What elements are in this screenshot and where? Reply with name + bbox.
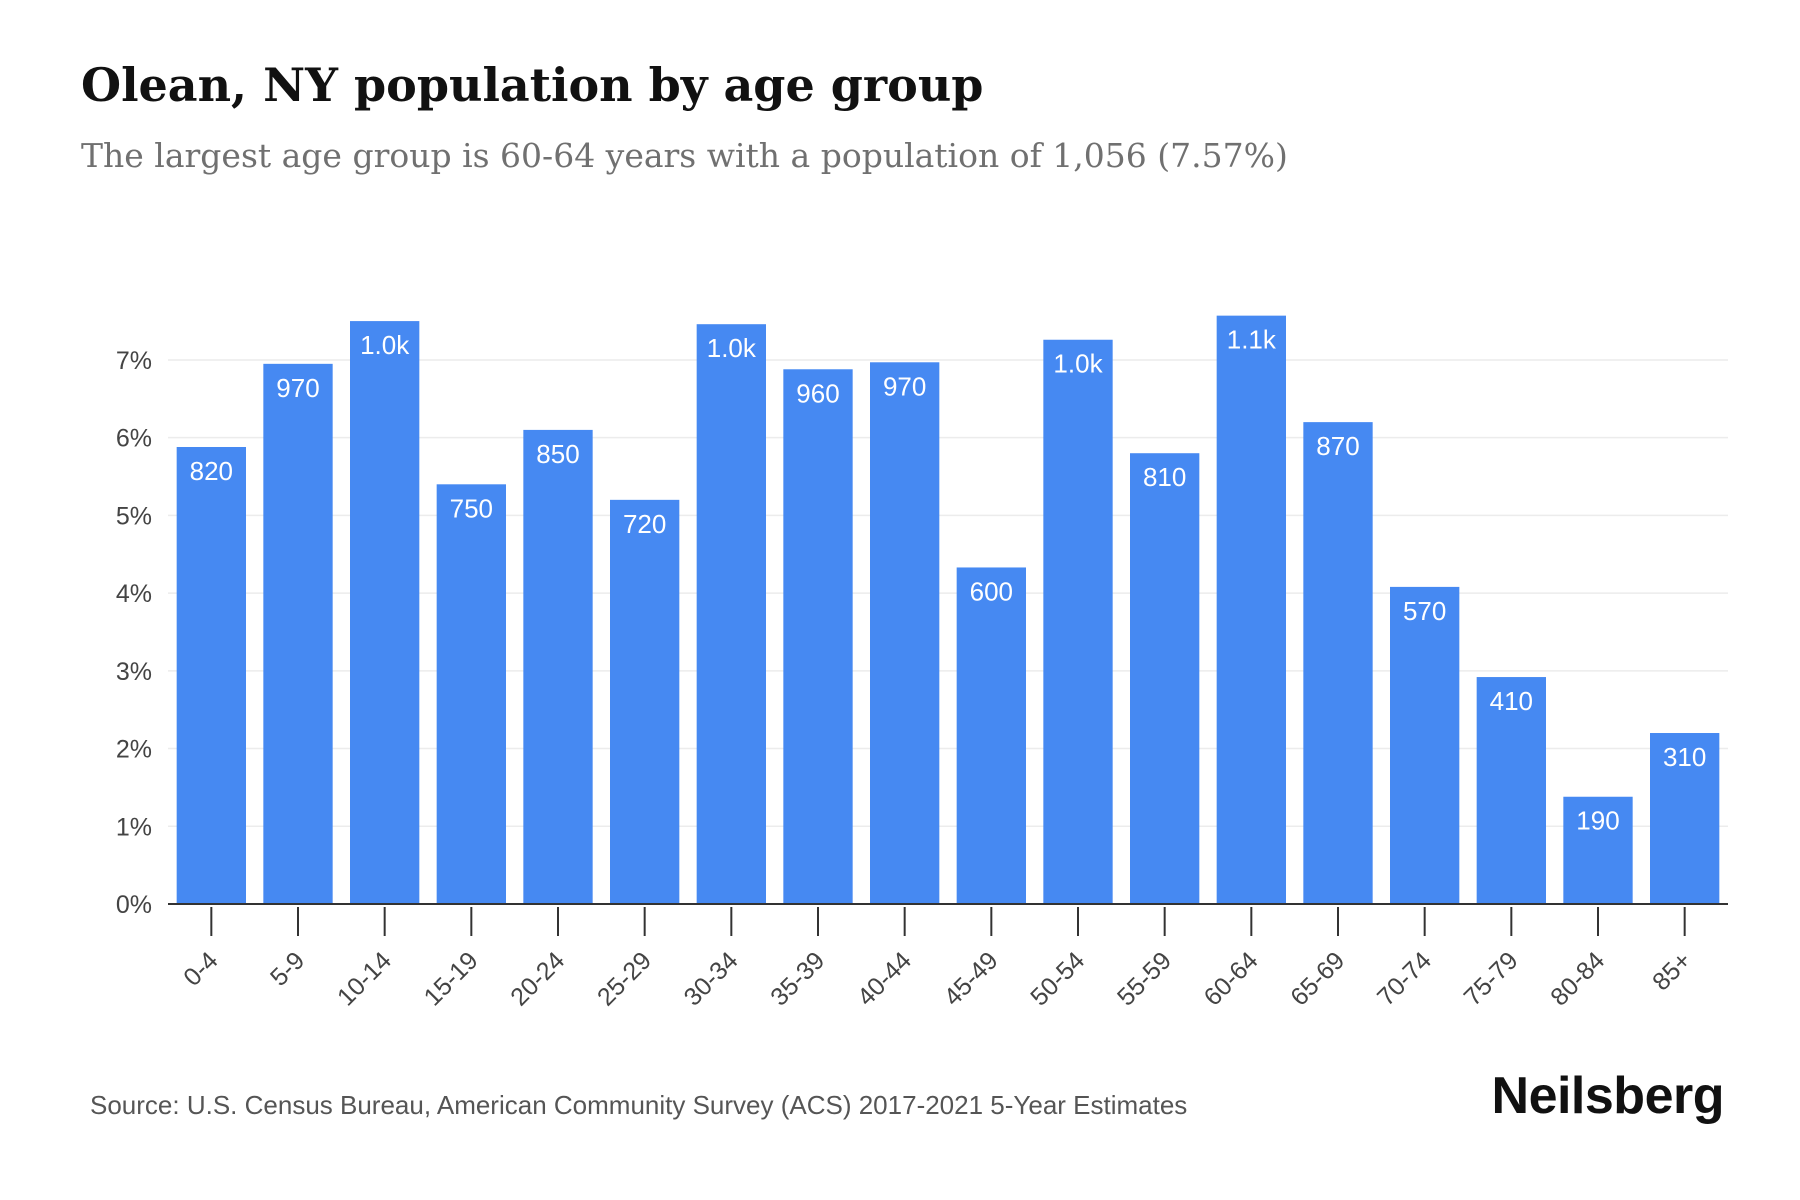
y-tick-label: 3%: [116, 658, 152, 686]
bars: [176, 315, 1720, 905]
bar-chart: 0% 1% 2% 3% 4% 5% 6% 7% 820 970 1.0k 750 850 720 1.0k…: [116, 315, 1728, 1011]
bar: [956, 567, 1026, 904]
bar-value-label: 960: [796, 378, 839, 408]
x-tick-label: 45-49: [939, 946, 1004, 1011]
x-tick-label: 20-24: [505, 946, 570, 1011]
y-tick-label: 0%: [116, 891, 152, 919]
chart-title: Olean, NY population by age group: [81, 58, 984, 112]
bar: [1390, 586, 1460, 904]
x-tick-label: 80-84: [1545, 946, 1610, 1011]
y-tick-label: 4%: [116, 580, 152, 608]
x-tick-label: 55-59: [1112, 946, 1177, 1011]
bar-value-label: 570: [1403, 596, 1446, 626]
bar-value-label: 970: [883, 371, 926, 401]
chart-subtitle: The largest age group is 60-64 years wit…: [81, 136, 1288, 175]
x-tick-label: 5-9: [265, 946, 310, 991]
bar-value-label: 720: [623, 509, 666, 539]
x-tick-label: 85+: [1647, 946, 1697, 996]
bar: [1650, 733, 1720, 904]
x-tick-label: 10-14: [332, 946, 397, 1011]
y-tick-label: 7%: [116, 347, 152, 375]
bar: [263, 363, 333, 904]
bar: [696, 324, 766, 904]
bar-value-label: 190: [1576, 806, 1619, 836]
source-note: Source: U.S. Census Bureau, American Com…: [90, 1090, 1188, 1120]
y-tick-label: 5%: [116, 502, 152, 530]
bar-value-label: 970: [276, 373, 319, 403]
bar-value-label: 1.1k: [1227, 325, 1277, 355]
bar: [1563, 796, 1633, 904]
y-tick-label: 2%: [116, 736, 152, 764]
bar-value-label: 870: [1316, 431, 1359, 461]
y-tick-label: 6%: [116, 425, 152, 453]
bar: [1303, 422, 1373, 904]
y-tick-label: 1%: [116, 813, 152, 841]
bar-value-label: 810: [1143, 462, 1186, 492]
x-tick-label: 0-4: [178, 946, 223, 991]
bar: [783, 369, 853, 904]
x-tick-label: 75-79: [1459, 946, 1524, 1011]
x-tick-label: 60-64: [1199, 946, 1264, 1011]
x-tick-label: 15-19: [419, 946, 484, 1011]
x-tick-label: 30-34: [679, 946, 744, 1011]
bar-value-label: 850: [536, 439, 579, 469]
bar: [1216, 315, 1286, 905]
bar-value-label: 750: [450, 493, 493, 523]
bar-value-labels: 820 970 1.0k 750 850 720 1.0k 960 970 600 1.0k 810 1…: [190, 325, 1707, 836]
bar: [870, 362, 940, 904]
bar-value-label: 1.0k: [707, 333, 757, 363]
bar-value-label: 1.0k: [1053, 349, 1103, 379]
bar: [436, 484, 506, 904]
bar-value-label: 820: [190, 456, 233, 486]
bar: [610, 499, 680, 904]
x-tick-label: 70-74: [1372, 946, 1437, 1011]
x-tick-label: 40-44: [852, 946, 917, 1011]
x-tick-label: 35-39: [765, 946, 830, 1011]
bar: [1043, 339, 1113, 904]
bar-value-label: 310: [1663, 742, 1706, 772]
bar-value-label: 600: [970, 576, 1013, 606]
bar: [1130, 453, 1200, 904]
x-axis: 0-4 5-9 10-14 15-19 20-24 25-29 30-34 35-39 40-4…: [168, 903, 1728, 1011]
x-tick-label: 50-54: [1025, 946, 1090, 1011]
bar-value-label: 410: [1490, 686, 1533, 716]
gridlines: [168, 359, 1728, 828]
x-tick-label: 25-29: [592, 946, 657, 1011]
brand-logo: Neilsberg: [1491, 1067, 1725, 1125]
y-axis-ticks: 0% 1% 2% 3% 4% 5% 6% 7%: [116, 347, 152, 919]
x-tick-label: 65-69: [1285, 946, 1350, 1011]
bar-value-label: 1.0k: [360, 330, 410, 360]
bar: [350, 321, 420, 904]
bar: [523, 429, 593, 904]
bar: [176, 446, 246, 904]
bar: [1476, 677, 1546, 904]
